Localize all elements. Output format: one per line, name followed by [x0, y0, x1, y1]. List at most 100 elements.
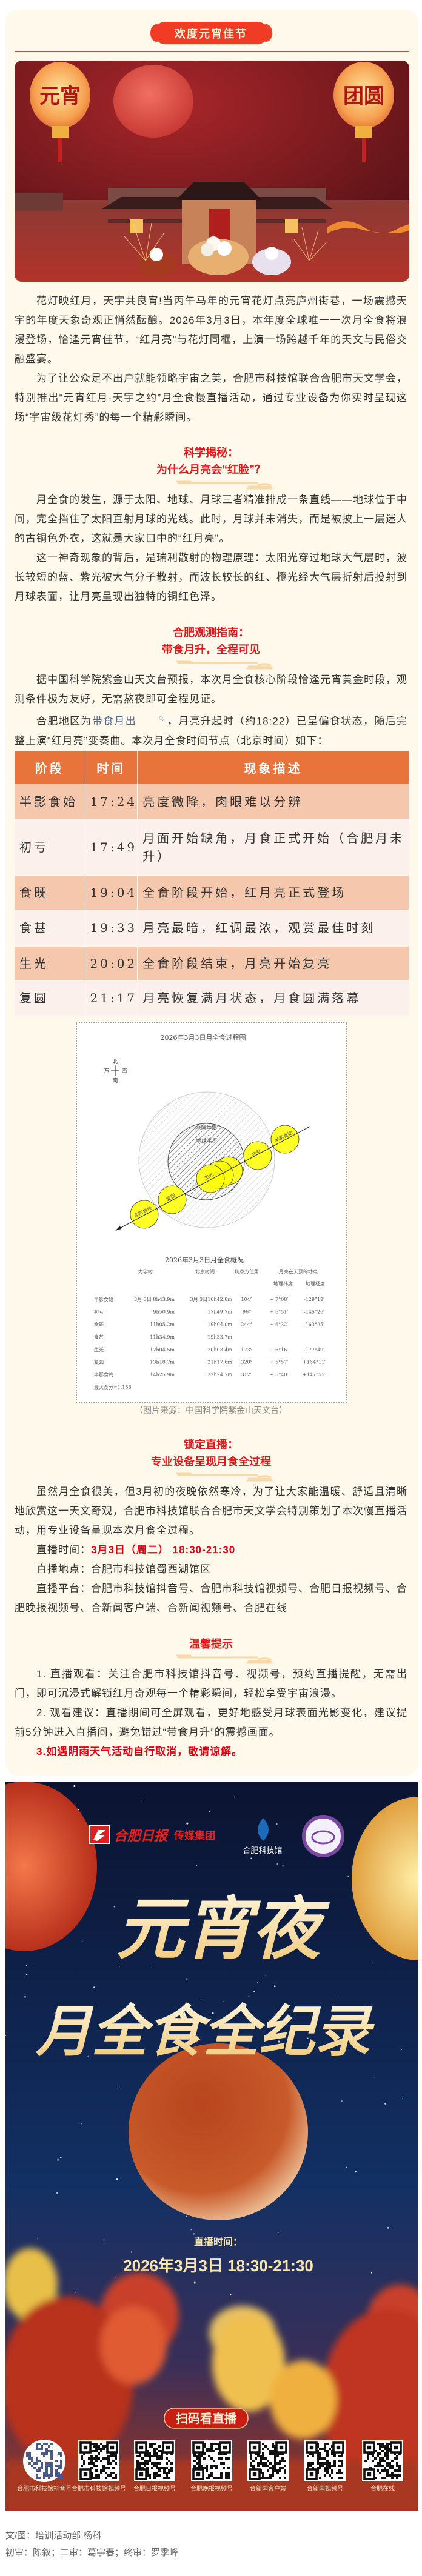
cloud-divider-icon: [176, 1654, 273, 1664]
star: [87, 2055, 89, 2057]
star: [193, 2281, 196, 2284]
description-cell: 亮度微降，肉眼难以分辨: [137, 784, 409, 820]
text: ，月亮升起时（约18:22）已呈偏食状态，随后完整上演“红月亮”变奏曲。本次月全…: [15, 715, 408, 747]
svg-text:团圆: 团圆: [343, 84, 384, 108]
qr-code[interactable]: [304, 2440, 346, 2481]
description-cell: 全食阶段结束，月亮开始复亮: [137, 945, 409, 982]
search-link[interactable]: 带食月出: [92, 715, 137, 727]
star: [24, 1996, 26, 1998]
svg-text:西: 西: [121, 1068, 127, 1074]
stage-cell: 复圆: [15, 980, 85, 1016]
description-cell: 月亮最暗，红调最浓，观赏最佳时刻: [137, 910, 409, 947]
svg-text:合肥科技馆: 合肥科技馆: [243, 1846, 282, 1855]
qr-code[interactable]: [191, 2440, 232, 2481]
summary-column-header: 力学时: [138, 1268, 153, 1274]
star: [56, 2192, 58, 2194]
lantern-right: 团圆: [333, 62, 394, 162]
poster-time-label: 直播时间：: [194, 2236, 243, 2248]
arrow-icon: [115, 1225, 121, 1231]
star: [54, 2012, 56, 2015]
star: [372, 1962, 373, 1963]
star: [384, 2102, 387, 2105]
heading-line-2: 专业设备呈现月食全过程: [151, 1455, 271, 1468]
star: [57, 2158, 59, 2161]
summary-cell: 生光: [94, 1346, 104, 1352]
guide-paragraph-2: 合肥地区为带食月出 🔍︎ ，月亮升起时（约18:22）已呈偏食状态，随后完整上演“红…: [15, 709, 407, 751]
summary-cell: + 6°51′: [270, 1309, 289, 1314]
star: [103, 2239, 105, 2241]
table-row: 食既 19:04 全食阶段开始，红月亮正式登场: [15, 874, 409, 911]
star: [401, 2049, 402, 2050]
star: [73, 1785, 76, 1788]
star: [341, 2100, 343, 2102]
section-heading-guide: 合肥观测指南： 带食月升，全程可见: [15, 624, 407, 658]
column-header: 现象描述: [137, 750, 409, 784]
qr-code[interactable]: [23, 2440, 65, 2482]
time-cell: 21:17: [85, 980, 138, 1016]
diagram-title: 2026年3月3日月全食过程图: [161, 1033, 246, 1042]
cloud-divider-icon: [176, 660, 273, 670]
star: [276, 1863, 278, 1865]
blurred-lanterns: [5, 2248, 418, 2511]
scan-to-watch-button[interactable]: 扫码看直播: [164, 2408, 249, 2429]
science-paragraph-2: 这一神奇现象的背后，是瑞利散射的物理原理：太阳光穿过地球大气层时，波长较短的蓝、…: [15, 552, 407, 602]
stage-cell: 生光: [15, 945, 85, 982]
qr-code-label: 合肥市科技馆抖音号: [17, 2484, 72, 2492]
summary-cell: 复圆: [94, 1359, 104, 1365]
penumbra-label: 地球半影: [196, 1137, 218, 1145]
star: [273, 1985, 276, 1988]
stage-cell: 半影食始: [15, 784, 85, 820]
table-header-row: 阶段 时间 现象描述: [15, 750, 409, 784]
moon-path-line: [116, 1126, 310, 1231]
qr-code[interactable]: [134, 2440, 175, 2481]
live-platform: 直播平台：合肥市科技馆抖音号、合肥市科技馆视频号、合肥日报视频号、合肥晚报视频号…: [15, 1579, 407, 1618]
summary-cell: 244°: [241, 1322, 252, 1327]
image-caption: （图片来源：中国科学院紫金山天文台）: [135, 1405, 287, 1415]
star: [186, 1978, 188, 1980]
star: [186, 1822, 189, 1825]
summary-cell: + 6°16′: [270, 1346, 289, 1352]
tip-item: 2. 观看建议：直播期间可全屏观看，更好地感受月球表面光影变化，建议提前5分钟进…: [15, 1706, 407, 1738]
star: [212, 2012, 214, 2014]
svg-text:传媒集团: 传媒集团: [173, 1829, 215, 1842]
qr-code[interactable]: [247, 2440, 289, 2481]
summary-cell: 14h25.9m: [150, 1372, 175, 1377]
tip-item-warning: 3.如遇阴雨天气活动自行取消，敬请谅解。: [36, 1745, 243, 1757]
summary-cell: 3月 3日 8h43.9m: [134, 1297, 175, 1302]
author-credit: 文/图：培训活动部 杨科: [5, 2531, 102, 2541]
svg-text:南: 南: [112, 1077, 118, 1084]
heading-line-2: 为什么月亮会“红脸”？: [156, 464, 266, 476]
section-heading-tips: 温馨提示: [189, 1637, 233, 1650]
section-banner: 欢度元宵佳节: [150, 22, 272, 44]
astronomy-society-logo: [302, 1815, 344, 1857]
time-cell: 17:49: [85, 819, 138, 876]
star: [346, 2166, 347, 2168]
moon-position: [196, 1164, 225, 1193]
summary-cell: 173°: [241, 1346, 252, 1352]
cloud-divider-icon: [176, 1472, 273, 1482]
summary-cell: 12h04.5m: [150, 1346, 175, 1352]
qr-code[interactable]: [78, 2440, 119, 2481]
intro-paragraph-1: 花灯映红月，天宇共良宵!当丙午马年的元宵花灯点亮庐州街巷，一场震撼天宇的年度天象…: [15, 295, 407, 365]
star: [25, 1965, 27, 1966]
summary-cell: 初亏: [94, 1308, 104, 1314]
qr-code-label: 合肥在线: [370, 2484, 395, 2492]
live-platform-value: 合肥市科技馆抖音号、合肥市科技馆视频号、合肥日报视频号、合肥晚报视频号、合新闻客…: [15, 1582, 407, 1614]
search-icon[interactable]: 🔍︎: [158, 716, 166, 722]
star: [401, 2097, 403, 2099]
fireworks: [124, 222, 327, 261]
table-row: 复圆 21:17 月亮恢复满月状态，月食圆满落幕: [15, 980, 409, 1016]
summary-cell: 食甚: [94, 1334, 104, 1340]
stage-cell: 初亏: [15, 819, 85, 876]
qr-code-label: 合肥晚报视频号: [190, 2484, 233, 2492]
summary-subcolumn-header: 地理经度: [306, 1280, 325, 1286]
qr-code-label: 合新闻客户端: [250, 2484, 286, 2492]
description-cell: 月面开始缺角，月食正式开始（合肥月未升）: [137, 819, 409, 876]
star: [130, 2251, 133, 2253]
summary-cell: 320°: [241, 1359, 252, 1365]
star: [116, 2178, 118, 2181]
qr-code[interactable]: [362, 2440, 403, 2481]
heading-line-1: 锁定直播：: [184, 1438, 238, 1451]
star: [265, 1975, 267, 1976]
banner-title: 欢度元宵佳节: [175, 27, 247, 40]
